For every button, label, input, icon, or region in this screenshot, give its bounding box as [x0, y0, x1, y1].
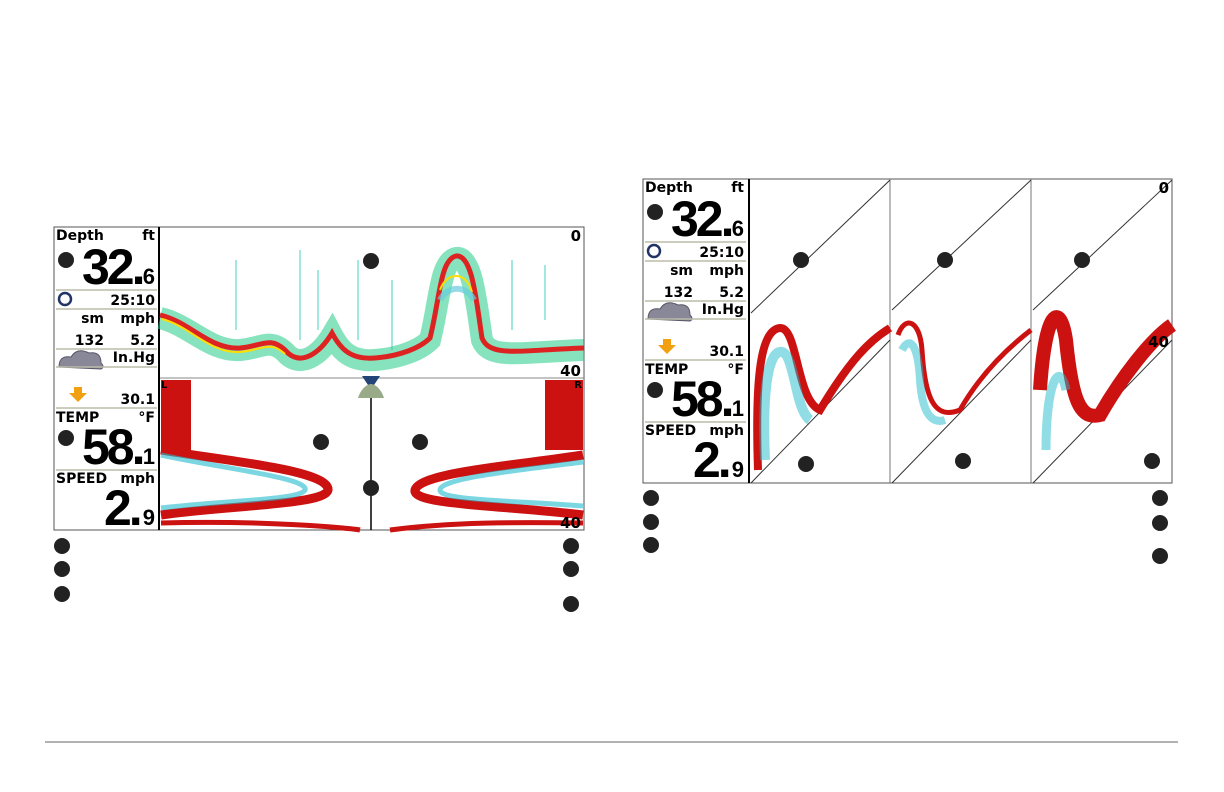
depth-label: Depth [56, 228, 104, 244]
trend-arrow [69, 387, 87, 402]
speed-value: 2. [104, 480, 140, 536]
scale-top: 0 [571, 227, 581, 245]
temp-label: TEMP [56, 410, 99, 426]
speed-decimal: 9 [732, 457, 744, 482]
distance-unit: sm [81, 311, 104, 327]
screen-right [642, 178, 1177, 484]
distance: 132 [75, 333, 104, 349]
depth-value: 32. [671, 191, 732, 247]
time: 25:10 [699, 245, 744, 261]
callout [58, 252, 74, 268]
scale-top: 0 [1159, 179, 1169, 197]
depth-value: 32. [82, 239, 143, 295]
sonar-2d [156, 247, 585, 372]
speed-label-unit: mph [120, 471, 155, 487]
callout [647, 382, 663, 398]
speed-decimal: 9 [143, 505, 155, 530]
depth-decimal: 6 [732, 216, 744, 241]
temp-unit: °F [727, 362, 744, 378]
scale-bottom: 40 [560, 362, 581, 380]
distance-unit: sm [670, 263, 693, 279]
callout [647, 204, 663, 220]
depth-decimal: 6 [143, 264, 155, 289]
side-scale-bottom: 40 [560, 514, 581, 532]
speed: 5.2 [719, 285, 744, 301]
temp-value: 58. [671, 371, 732, 427]
callout [58, 430, 74, 446]
pressure: 30.1 [120, 392, 155, 408]
speed-unit: mph [120, 311, 155, 327]
pressure-unit: In.Hg [113, 350, 155, 366]
speed-unit: mph [709, 263, 744, 279]
side-right-label: R [574, 380, 582, 391]
speed-label: SPEED [56, 471, 107, 487]
pressure-unit: In.Hg [702, 302, 744, 318]
depth-unit: ft [142, 228, 155, 244]
speed-value: 2. [693, 432, 729, 488]
side-left-label: L [161, 380, 168, 391]
temp-decimal: 1 [143, 444, 155, 469]
clock-icon [646, 243, 662, 259]
pressure: 30.1 [709, 344, 744, 360]
clock-icon [57, 291, 73, 307]
distance: 132 [664, 285, 693, 301]
temp-decimal: 1 [732, 396, 744, 421]
weather-icon [58, 350, 104, 370]
side-imaging [160, 376, 584, 533]
speed: 5.2 [130, 333, 155, 349]
speed-label: SPEED [645, 423, 696, 439]
temp-label: TEMP [645, 362, 688, 378]
screen-left [53, 226, 585, 533]
split-sonar [750, 179, 1177, 484]
temp-value: 58. [82, 419, 143, 475]
speed-label-unit: mph [709, 423, 744, 439]
time: 25:10 [110, 293, 155, 309]
depth-label: Depth [645, 180, 693, 196]
temp-unit: °F [138, 410, 155, 426]
trend-arrow [658, 339, 676, 354]
weather-icon [647, 302, 693, 322]
depth-unit: ft [731, 180, 744, 196]
callouts [54, 252, 1168, 612]
scale-bottom: 40 [1148, 333, 1169, 351]
